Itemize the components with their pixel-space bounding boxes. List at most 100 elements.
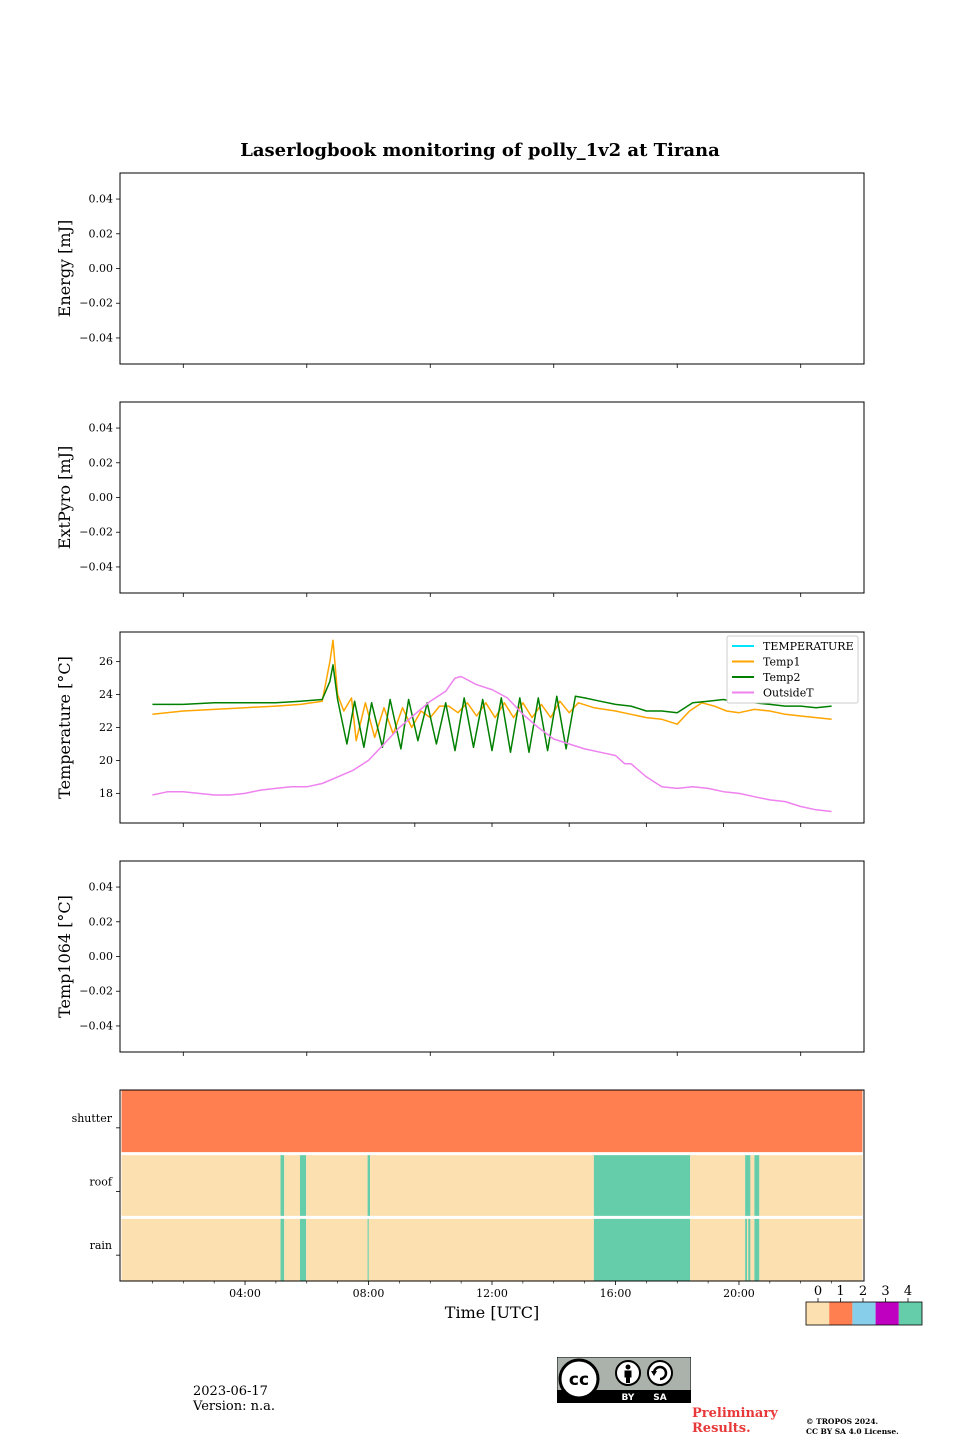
y-tick-label: 0.04 [89,193,114,206]
colorbar-frame [805,1301,923,1326]
status-segment-roof [754,1153,760,1218]
x-tick-label: 08:00 [353,1287,385,1300]
copyright-note: © TROPOS 2024. CC BY SA 4.0 License. [806,1417,899,1437]
status-segment-rain [280,1217,285,1281]
y-tick-label: 22 [99,721,113,734]
y-axis-label: Temp1064 [°C] [55,895,74,1018]
svg-text:cc: cc [569,1370,589,1390]
colorbar-label: 2 [859,1284,867,1299]
y-tick-label: 0.00 [89,491,114,504]
preliminary-line-2: Results. [692,1421,751,1436]
status-segment-rain [748,1217,751,1281]
status-segment-rain [690,1217,746,1281]
status-segment-roof [745,1153,751,1218]
y-tick-label: −0.04 [79,331,113,344]
colorbar-label: 3 [881,1284,889,1299]
y-tick-label: 0.02 [89,456,114,469]
y-tick-label: 0.02 [89,227,114,240]
y-tick-label: −0.04 [79,1019,113,1032]
status-segment-rain [754,1217,760,1281]
series-line-temp1 [152,639,832,742]
x-tick-label: 20:00 [723,1287,755,1300]
series-line-outsidet [152,675,832,813]
legend-box [726,635,859,704]
cc-circle-icon [558,1358,600,1400]
y-tick-label: 26 [99,655,113,668]
status-segment-roof [284,1153,300,1218]
legend-label: OutsideT [763,687,814,700]
colorbar-label: 0 [814,1284,822,1299]
row-label-roof: roof [89,1176,113,1189]
status-segment-rain [759,1217,863,1281]
cc-by-sa-logo: cc BY SA [557,1357,691,1403]
copyright-line-1: © TROPOS 2024. [806,1417,879,1426]
row-label-shutter: shutter [72,1112,113,1125]
status-segment-roof [370,1153,594,1218]
status-segment-shutter [121,1090,863,1154]
y-tick-label: 0.00 [89,950,114,963]
colorbar-swatch-3 [875,1302,899,1325]
status-segment-roof [121,1153,281,1218]
y-axis-label: ExtPyro [mJ] [55,446,74,549]
x-tick-label: 16:00 [600,1287,632,1300]
legend-label: Temp2 [763,671,800,684]
x-axis-label: Time [UTC] [445,1303,539,1322]
copyright-line-2: CC BY SA 4.0 License. [806,1427,899,1436]
y-tick-label: 0.04 [89,881,114,894]
status-segment-roof [306,1153,368,1218]
colorbar-swatch-1 [829,1302,853,1325]
legend-label: TEMPERATURE [763,640,854,653]
cc-sa-label: SA [653,1393,666,1403]
status-segment-rain [299,1217,307,1281]
status-segment-roof [593,1153,691,1218]
colorbar-swatch-2 [852,1302,876,1325]
colorbar-label: 4 [904,1284,912,1299]
sa-share-icon [647,1360,673,1386]
y-axis-label: Energy [mJ] [55,220,74,318]
y-tick-label: −0.04 [79,560,113,573]
status-segment-rain [368,1217,594,1281]
status-segment-roof [759,1153,863,1218]
y-tick-label: −0.02 [79,526,113,539]
y-tick-label: 24 [99,688,113,701]
x-tick-label: 12:00 [476,1287,508,1300]
colorbar-label: 1 [836,1284,844,1299]
status-segment-roof [750,1153,755,1218]
status-segment-rain [284,1217,300,1281]
status-segment-rain [745,1217,747,1281]
plot-frame-1 [119,172,865,365]
figure-title: Laserlogbook monitoring of polly_1v2 at … [240,140,720,161]
status-segment-rain [750,1217,755,1281]
y-axis-label: Temperature [°C] [55,656,74,799]
y-tick-label: −0.02 [79,297,113,310]
plot-frame-2 [119,401,865,594]
colorbar-swatch-4 [898,1302,922,1325]
cc-by-label: BY [622,1393,635,1403]
y-tick-label: 0.00 [89,262,114,275]
status-segment-roof [299,1153,307,1218]
date-block: 2023-06-17 Version: n.a. [193,1384,275,1414]
plot-frame-4 [119,860,865,1053]
status-segment-roof [690,1153,746,1218]
colorbar-swatch-0 [806,1302,830,1325]
preliminary-line-1: Preliminary [692,1406,778,1421]
preliminary-note: Preliminary Results. [692,1406,778,1436]
y-tick-label: 18 [99,787,113,800]
status-segment-roof [367,1153,371,1218]
series-line-temp2 [152,664,832,753]
y-tick-label: 0.02 [89,915,114,928]
status-segment-rain [306,1217,368,1281]
status-segment-rain [367,1217,369,1281]
status-segment-roof [280,1153,285,1218]
x-tick-label: 04:00 [229,1287,261,1300]
version-label: Version: n.a. [193,1399,276,1414]
y-tick-label: −0.02 [79,985,113,998]
status-segment-rain [593,1217,691,1281]
date-label: 2023-06-17 [193,1384,268,1399]
status-segment-rain [121,1217,281,1281]
y-tick-label: 20 [99,754,113,767]
row-label-rain: rain [90,1239,112,1252]
status-segment-rain [746,1217,749,1281]
y-tick-label: 0.04 [89,422,114,435]
